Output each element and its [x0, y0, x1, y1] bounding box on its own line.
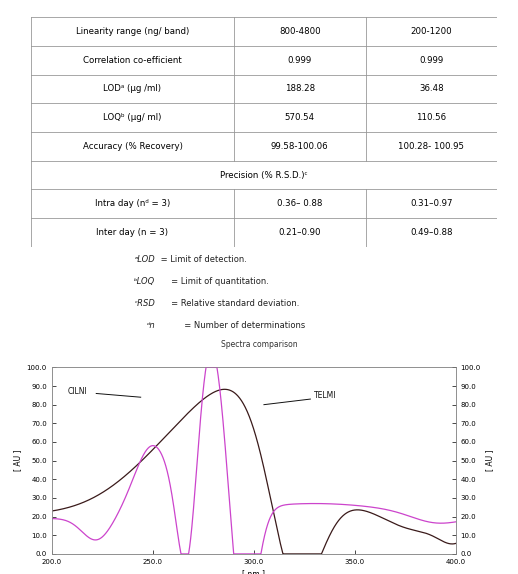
- X-axis label: [ nm ]: [ nm ]: [242, 569, 265, 574]
- Text: 0.21–0.90: 0.21–0.90: [279, 228, 321, 237]
- Text: Spectra comparison: Spectra comparison: [221, 340, 297, 349]
- Text: ᵈn: ᵈn: [147, 321, 155, 330]
- Text: 188.28: 188.28: [285, 84, 315, 94]
- Text: Intra day (nᵈ = 3): Intra day (nᵈ = 3): [95, 199, 170, 208]
- Text: 0.999: 0.999: [287, 56, 312, 65]
- Text: CILNI: CILNI: [68, 387, 88, 396]
- Text: 0.49–0.88: 0.49–0.88: [410, 228, 453, 237]
- Text: = Number of determinations: = Number of determinations: [158, 321, 305, 330]
- Text: 99.58-100.06: 99.58-100.06: [271, 142, 328, 151]
- Text: = Relative standard deviation.: = Relative standard deviation.: [158, 299, 299, 308]
- Text: Correlation co-efficient: Correlation co-efficient: [83, 56, 182, 65]
- Text: LOQᵇ (μg/ ml): LOQᵇ (μg/ ml): [103, 113, 162, 122]
- Text: TELMI: TELMI: [314, 391, 337, 400]
- Text: Accuracy (% Recovery): Accuracy (% Recovery): [82, 142, 182, 151]
- Text: Inter day (n = 3): Inter day (n = 3): [96, 228, 168, 237]
- Text: ᵃLOD: ᵃLOD: [135, 255, 155, 265]
- Text: 200-1200: 200-1200: [411, 27, 452, 36]
- Text: 36.48: 36.48: [419, 84, 444, 94]
- Text: LODᵃ (μg /ml): LODᵃ (μg /ml): [104, 84, 162, 94]
- Text: = Limit of detection.: = Limit of detection.: [158, 255, 247, 265]
- Text: 570.54: 570.54: [285, 113, 315, 122]
- Text: 110.56: 110.56: [416, 113, 447, 122]
- Text: Precision (% R.S.D.)ᶜ: Precision (% R.S.D.)ᶜ: [220, 170, 308, 180]
- Text: Linearity range (ng/ band): Linearity range (ng/ band): [76, 27, 189, 36]
- Text: ᵇLOQ: ᵇLOQ: [134, 277, 155, 286]
- Text: 0.999: 0.999: [419, 56, 443, 65]
- Text: 800-4800: 800-4800: [279, 27, 321, 36]
- Text: = Limit of quantitation.: = Limit of quantitation.: [158, 277, 269, 286]
- Text: 0.31–0.97: 0.31–0.97: [410, 199, 453, 208]
- Text: 100.28- 100.95: 100.28- 100.95: [398, 142, 465, 151]
- Text: 0.36– 0.88: 0.36– 0.88: [277, 199, 322, 208]
- Y-axis label: [ AU ]: [ AU ]: [485, 450, 494, 471]
- Text: ᶜRSD: ᶜRSD: [135, 299, 155, 308]
- Y-axis label: [ AU ]: [ AU ]: [13, 450, 22, 471]
